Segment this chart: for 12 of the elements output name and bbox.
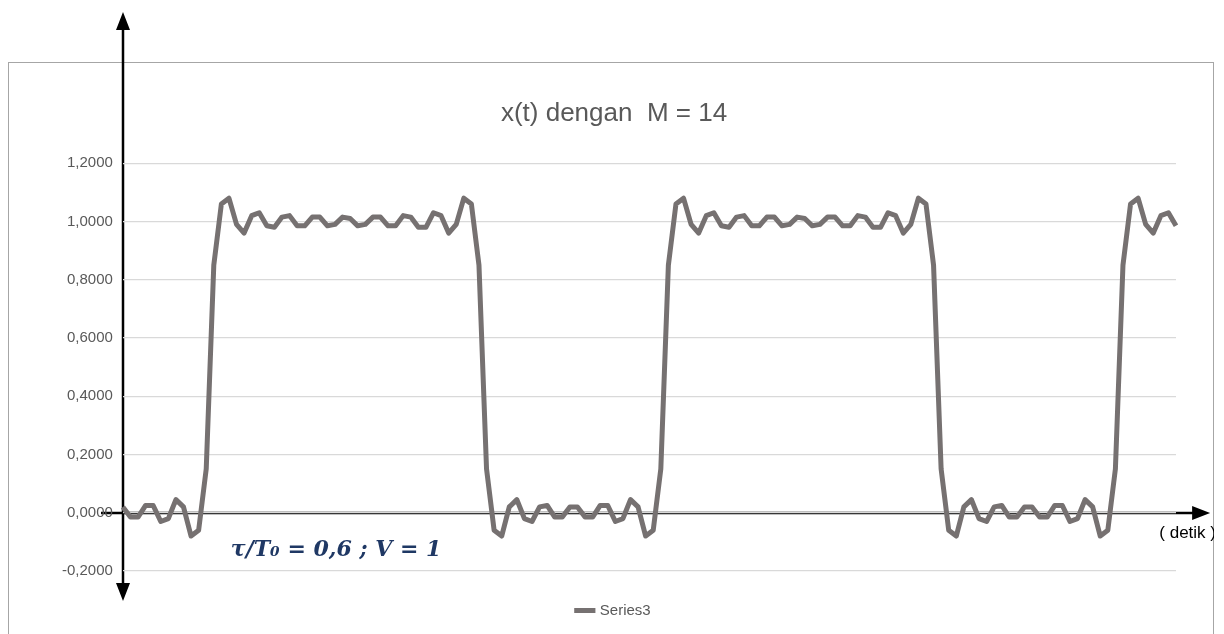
x-axis-title: ( detik ) [1159, 522, 1216, 542]
y-tick-label: 0,6000 [66, 328, 113, 346]
annotation: τ/T₀ = 0,6 ; V = 1 [230, 534, 442, 561]
y-tick-label: 1,2000 [66, 153, 113, 171]
y-tick-label: 0,2000 [66, 444, 113, 462]
y-tick-label: 0,8000 [66, 269, 113, 287]
y-tick-label: 1,0000 [66, 211, 113, 229]
y-tick-label: 0,0000 [66, 502, 113, 520]
legend-label: Series3 [599, 600, 651, 618]
chart-title: x(t) dengan M = 14 [500, 96, 728, 127]
y-tick-label: -0,2000 [62, 561, 113, 579]
y-tick-label: 0,4000 [66, 386, 113, 404]
